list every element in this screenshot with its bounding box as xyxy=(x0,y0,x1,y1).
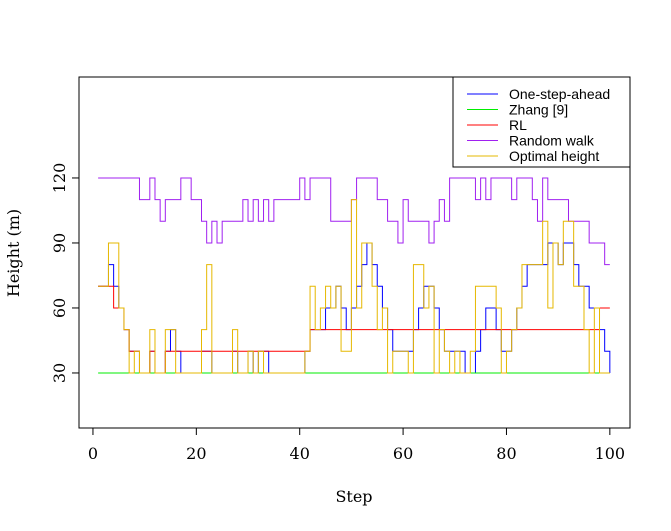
legend-box xyxy=(452,76,631,168)
legend-label: Random walk xyxy=(509,133,595,149)
x-tick-label: 100 xyxy=(595,444,626,463)
y-tick-label: 90 xyxy=(50,233,69,253)
y-tick-label: 60 xyxy=(50,298,69,318)
x-tick-label: 80 xyxy=(496,444,516,463)
legend-label: One-step-ahead xyxy=(509,86,610,102)
legend-label: Optimal height xyxy=(509,148,599,164)
y-tick-label: 120 xyxy=(50,163,69,194)
x-tick-label: 60 xyxy=(393,444,413,463)
x-axis-label: Step xyxy=(335,487,372,506)
x-tick-label: 0 xyxy=(88,444,98,463)
legend-label: RL xyxy=(509,117,527,133)
series-line-optimal-height xyxy=(98,199,610,374)
legend-label: Zhang [9] xyxy=(509,102,568,118)
y-tick-label: 30 xyxy=(50,363,69,383)
y-axis-label: Height (m) xyxy=(4,209,23,297)
series-line-one-step-ahead xyxy=(98,242,611,374)
x-tick-label: 20 xyxy=(186,444,206,463)
series-line-random-walk xyxy=(98,177,610,266)
x-tick-label: 40 xyxy=(290,444,310,463)
